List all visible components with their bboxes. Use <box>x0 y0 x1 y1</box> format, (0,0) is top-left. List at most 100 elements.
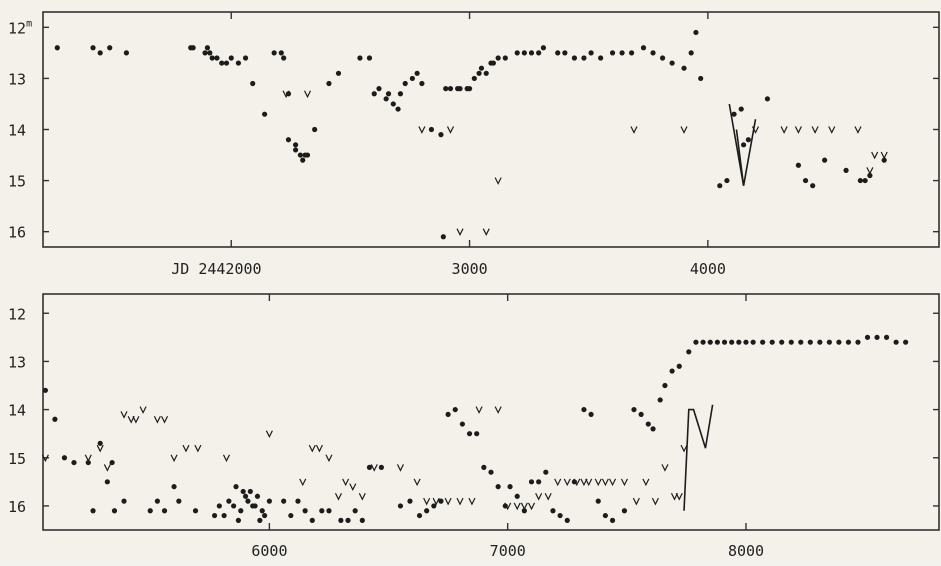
magnitude-point <box>555 50 561 56</box>
upper-limit-mark <box>520 502 528 511</box>
upper-limit-mark <box>585 478 593 487</box>
magnitude-point <box>312 126 318 133</box>
magnitude-point <box>240 488 246 495</box>
magnitude-point <box>281 55 287 61</box>
upper-limit-mark <box>194 444 202 453</box>
bottom-connector-lines <box>683 404 714 511</box>
magnitude-point <box>640 45 647 51</box>
upper-limit-mark <box>632 497 640 506</box>
magnitude-point <box>226 498 232 504</box>
upper-limit-mark <box>475 406 483 414</box>
magnitude-point <box>52 416 58 422</box>
upper-limit-mark <box>153 415 161 424</box>
magnitude-point <box>419 80 425 87</box>
magnitude-point <box>281 498 287 504</box>
upper-limit-mark <box>630 126 638 134</box>
magnitude-point <box>588 50 594 56</box>
magnitude-point <box>588 411 594 418</box>
magnitude-point <box>481 464 487 470</box>
magnitude-point <box>242 55 249 61</box>
upper-limit-mark <box>282 90 290 99</box>
magnitude-point <box>826 339 832 345</box>
magnitude-point <box>447 86 454 92</box>
upper-limit-mark <box>103 464 111 472</box>
magnitude-point <box>788 339 794 345</box>
upper-limit-mark <box>456 228 464 237</box>
y-tick-label: 14 <box>8 122 26 140</box>
magnitude-point <box>609 50 616 56</box>
upper-limit-mark <box>866 167 874 175</box>
magnitude-point <box>536 479 542 485</box>
y-tick-label: 15 <box>8 173 26 191</box>
bottom-data-points <box>41 334 909 523</box>
magnitude-point <box>502 55 508 61</box>
magnitude-point <box>550 508 556 514</box>
magnitude-point <box>171 484 177 490</box>
magnitude-point <box>219 60 225 66</box>
magnitude-point <box>154 498 160 504</box>
magnitude-point <box>262 111 268 117</box>
magnitude-point <box>743 339 749 345</box>
y-tick-label: 12m <box>8 18 32 37</box>
magnitude-point <box>235 517 242 523</box>
magnitude-point <box>338 517 344 523</box>
upper-limit-mark <box>396 464 404 472</box>
magnitude-point <box>738 106 744 112</box>
magnitude-point <box>71 459 77 466</box>
upper-limit-mark <box>527 502 536 511</box>
upper-limit-mark <box>504 502 512 511</box>
magnitude-point <box>97 50 103 56</box>
upper-limit-mark <box>265 430 273 439</box>
magnitude-point <box>235 60 242 66</box>
magnitude-point <box>810 183 816 189</box>
magnitude-point <box>474 431 480 437</box>
magnitude-point <box>540 45 547 51</box>
magnitude-point <box>428 126 435 133</box>
upper-limit-mark <box>84 454 92 463</box>
magnitude-point <box>802 177 809 184</box>
upper-limit-mark <box>160 415 169 424</box>
magnitude-point <box>867 172 873 179</box>
y-tick-label: 14 <box>8 402 26 420</box>
upper-limit-mark <box>494 177 502 185</box>
magnitude-point <box>440 234 446 240</box>
magnitude-point <box>817 339 823 345</box>
magnitude-point <box>292 142 299 148</box>
magnitude-point <box>397 91 404 97</box>
upper-limit-mark <box>871 151 879 160</box>
magnitude-point <box>97 440 103 446</box>
magnitude-point <box>619 50 625 56</box>
x-tick-label: 7000 <box>490 542 526 560</box>
upper-limit-mark <box>120 411 128 419</box>
top-panel-frame <box>42 11 940 248</box>
upper-limit-mark <box>680 126 688 134</box>
magnitude-point <box>238 508 244 514</box>
magnitude-point <box>507 484 513 490</box>
magnitude-point <box>779 339 785 345</box>
top-data-points <box>54 29 888 240</box>
upper-limit-mark <box>563 478 571 487</box>
magnitude-point <box>764 96 771 102</box>
magnitude-point <box>862 177 868 184</box>
upper-limit-mark <box>418 126 426 134</box>
magnitude-point <box>390 101 396 107</box>
magnitude-point <box>104 479 110 485</box>
magnitude-point <box>893 339 899 345</box>
magnitude-point <box>209 55 215 61</box>
upper-limit-mark <box>423 497 431 506</box>
magnitude-point <box>247 488 253 495</box>
magnitude-point <box>645 421 651 427</box>
magnitude-point <box>750 339 756 345</box>
magnitude-point <box>250 80 256 87</box>
magnitude-point <box>445 411 451 418</box>
magnitude-point <box>371 91 377 97</box>
upper-limit-mark <box>780 126 788 134</box>
magnitude-point <box>147 508 153 514</box>
magnitude-point <box>211 512 218 519</box>
connector-line <box>728 103 757 186</box>
upper-limit-mark <box>413 478 421 487</box>
upper-limit-mark <box>751 126 760 134</box>
x-tick-label: JD 2442000 <box>171 260 261 278</box>
magnitude-point <box>326 80 332 87</box>
